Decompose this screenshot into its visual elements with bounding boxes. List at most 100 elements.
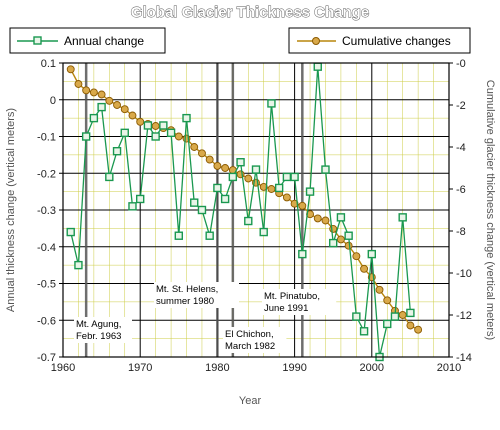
x-tick-label: 2010 bbox=[437, 362, 461, 374]
legend-annual: Annual change bbox=[9, 27, 166, 54]
cumulative-point bbox=[398, 311, 407, 319]
annual-point bbox=[112, 146, 122, 156]
cumulative-point bbox=[82, 86, 91, 95]
annual-point bbox=[197, 205, 207, 215]
annual-point bbox=[220, 194, 230, 204]
annual-point bbox=[190, 198, 199, 207]
cumulative-point bbox=[344, 241, 353, 250]
cumulative-point bbox=[282, 193, 291, 202]
y2-tick-label: -10 bbox=[456, 268, 472, 280]
annual-point bbox=[367, 249, 376, 259]
cumulative-point bbox=[298, 201, 307, 210]
cumulative-point bbox=[128, 111, 137, 120]
cumulative-line bbox=[70, 68, 419, 331]
annotation-bg bbox=[154, 282, 239, 308]
volcano-annotation: El Chichon,March 1982 bbox=[223, 327, 287, 353]
cumulative-point bbox=[66, 65, 75, 74]
y-tick-label: -0.4 bbox=[37, 242, 56, 254]
annotation-bg bbox=[223, 327, 287, 353]
x-tick-label: 1970 bbox=[128, 362, 152, 374]
y2-tick-label: -12 bbox=[456, 310, 472, 322]
annual-point bbox=[359, 327, 369, 336]
annual-point bbox=[128, 202, 137, 211]
annual-point bbox=[105, 172, 114, 182]
annual-point bbox=[344, 231, 353, 240]
cumulative-point bbox=[259, 182, 268, 191]
annual-point bbox=[244, 216, 253, 226]
cumulative-point bbox=[198, 149, 206, 158]
legend-cumulative: Cumulative changes bbox=[288, 27, 471, 54]
y-tick-label: -0.6 bbox=[37, 315, 56, 327]
cumulative-point bbox=[360, 264, 369, 273]
annual-point bbox=[352, 312, 361, 321]
cumulative-point bbox=[313, 214, 322, 223]
cumulative-point bbox=[89, 88, 98, 97]
annual-point bbox=[298, 249, 307, 259]
x-tick-label: 1980 bbox=[205, 362, 229, 374]
annual-point bbox=[182, 113, 191, 123]
annual-point bbox=[282, 172, 292, 182]
y2-tick-label: -6 bbox=[456, 184, 466, 196]
cumulative-point bbox=[221, 164, 230, 172]
y-tick-label: -0.1 bbox=[37, 132, 56, 144]
annual-point bbox=[274, 183, 284, 193]
y-tick-label: -0.2 bbox=[37, 168, 56, 180]
y2-axis-label: Cumulative glacier thickness change (ver… bbox=[484, 80, 496, 340]
annual-point bbox=[390, 312, 400, 321]
legend-annual-label: Annual change bbox=[64, 34, 144, 48]
annual-point bbox=[97, 102, 106, 112]
chart-title: Global Glacier Thickness Change bbox=[131, 4, 369, 21]
annual-point bbox=[205, 231, 214, 240]
annual-point bbox=[228, 172, 238, 182]
cumulative-point bbox=[352, 252, 361, 261]
x-tick-label: 2000 bbox=[360, 362, 384, 374]
annotation-text: June 1991 bbox=[264, 303, 308, 314]
annual-point bbox=[166, 128, 176, 138]
annual-point bbox=[329, 238, 338, 248]
y2-tick-label: -4 bbox=[456, 142, 466, 154]
annotation-text: Febr. 1963 bbox=[76, 331, 121, 342]
y-tick-label: 0 bbox=[50, 95, 56, 107]
annual-point bbox=[135, 194, 145, 204]
x-tick-label: 1990 bbox=[282, 362, 306, 374]
cumulative-point bbox=[336, 235, 345, 244]
annual-point bbox=[74, 260, 83, 270]
cumulative-point bbox=[306, 210, 314, 219]
annotation-text: Mt. St. Helens, bbox=[156, 284, 218, 295]
annotation-bg bbox=[74, 317, 132, 343]
x-tick-label: 1960 bbox=[51, 362, 75, 374]
annual-point bbox=[143, 121, 153, 130]
axis-ticks: 1960 1970 1980 1990 2000 2010 0.1 0 -0.1 -0.2 -0.3… bbox=[37, 58, 472, 374]
cumulative-point bbox=[406, 321, 415, 330]
annual-point bbox=[267, 99, 276, 108]
annotation-bg bbox=[262, 289, 337, 315]
cumulative-point bbox=[174, 132, 183, 141]
legend-cumulative-label: Cumulative changes bbox=[342, 34, 451, 48]
cumulative-point bbox=[120, 105, 129, 114]
annual-point bbox=[398, 213, 407, 222]
y2-tick-label: -8 bbox=[456, 226, 466, 238]
annual-point bbox=[406, 308, 415, 318]
cumulative-point bbox=[74, 80, 83, 88]
y-tick-label: -0.5 bbox=[37, 279, 56, 291]
annotation-text: summer 1980 bbox=[156, 296, 214, 307]
annual-point bbox=[259, 227, 268, 237]
cumulative-point bbox=[244, 174, 253, 183]
annual-point bbox=[151, 132, 160, 141]
cumulative-point bbox=[97, 90, 106, 99]
annotation-text: March 1982 bbox=[225, 341, 275, 352]
cumulative-point bbox=[375, 285, 384, 294]
cumulative-point bbox=[136, 117, 145, 126]
annual-point bbox=[290, 172, 299, 182]
cumulative-point bbox=[290, 199, 299, 208]
y2-tick-label: -2 bbox=[456, 100, 466, 112]
cumulative-point bbox=[105, 96, 114, 105]
annual-point bbox=[305, 187, 315, 196]
annual-point bbox=[313, 62, 322, 71]
annotation-text: Mt. Pinatubo, bbox=[264, 291, 320, 302]
y-axis-label: Annual thickness change (vertical meters… bbox=[5, 108, 17, 312]
volcano-annotation: Mt. St. Helens,summer 1980 bbox=[154, 282, 239, 308]
y2-tick-label: -0 bbox=[456, 58, 466, 70]
